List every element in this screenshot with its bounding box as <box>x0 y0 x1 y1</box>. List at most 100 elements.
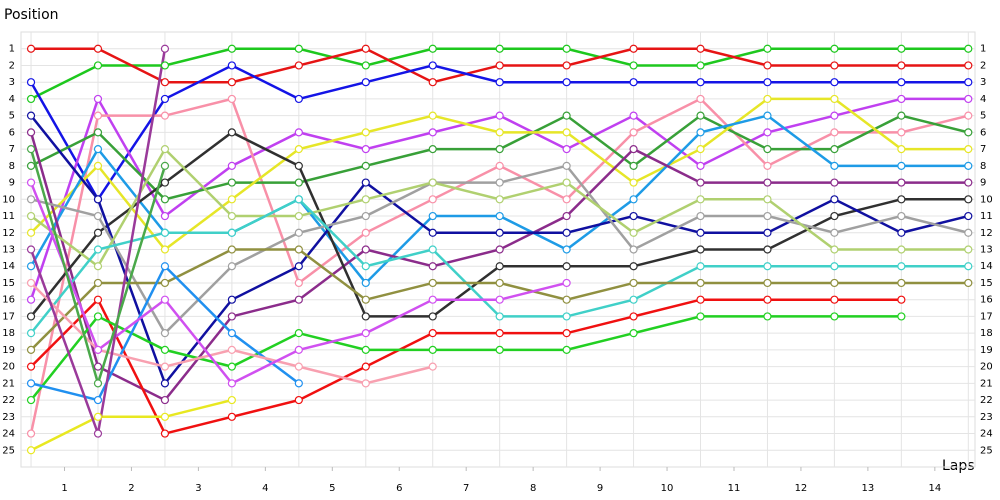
point <box>160 329 170 338</box>
point <box>562 295 571 304</box>
y-tick-label: 9 <box>9 178 15 189</box>
point <box>93 128 103 137</box>
point <box>160 295 170 304</box>
point <box>495 145 504 154</box>
point <box>361 78 370 87</box>
point <box>897 178 906 187</box>
series-line <box>30 398 233 452</box>
point <box>562 111 571 120</box>
y-tick-label: 19 <box>2 345 15 356</box>
point <box>160 429 170 438</box>
point <box>562 312 571 321</box>
point <box>830 211 839 221</box>
point <box>495 178 504 187</box>
point <box>93 412 103 421</box>
point <box>964 78 973 87</box>
point <box>696 312 705 321</box>
point <box>629 262 638 271</box>
point <box>227 345 236 354</box>
point <box>897 44 906 53</box>
y-tick-label: 20 <box>2 362 15 373</box>
point <box>428 262 437 271</box>
point <box>294 245 303 254</box>
point <box>830 111 839 120</box>
point <box>964 178 973 187</box>
point <box>294 228 303 237</box>
point <box>227 44 236 53</box>
point <box>26 195 36 204</box>
point <box>897 262 906 271</box>
point <box>495 245 504 254</box>
y-tick-label-right: 1 <box>980 44 986 55</box>
point <box>629 61 638 70</box>
point <box>696 44 705 53</box>
y-tick-label: 8 <box>9 161 15 172</box>
point <box>629 178 638 187</box>
point <box>629 295 638 304</box>
point <box>964 145 973 154</box>
y-tick-label-right: 3 <box>980 77 986 88</box>
point <box>26 446 36 455</box>
x-tick-label: 9 <box>597 483 603 494</box>
point <box>294 161 303 170</box>
y-tick-label-right: 14 <box>980 261 993 272</box>
point <box>227 262 236 271</box>
x-tick-label: 2 <box>128 483 134 494</box>
point <box>26 245 36 254</box>
point <box>830 295 839 304</box>
point <box>763 178 772 187</box>
point <box>562 345 571 354</box>
x-tick-label: 7 <box>463 483 469 494</box>
point <box>763 145 772 154</box>
y-tick-label-right: 5 <box>980 111 986 122</box>
point <box>227 61 236 70</box>
point <box>562 262 571 271</box>
point <box>93 228 103 237</box>
point <box>26 262 36 271</box>
point <box>227 78 236 87</box>
point <box>897 312 906 321</box>
point <box>562 161 571 170</box>
point <box>696 161 705 170</box>
point <box>227 211 236 221</box>
point <box>428 195 437 204</box>
point <box>428 228 437 237</box>
y-tick-label: 4 <box>9 94 15 105</box>
point <box>495 128 504 137</box>
point <box>26 178 36 187</box>
point <box>830 44 839 53</box>
point <box>93 295 103 304</box>
point <box>26 128 36 137</box>
point <box>93 312 103 321</box>
y-tick-label: 6 <box>9 127 15 138</box>
y-tick-label-right: 6 <box>980 127 986 138</box>
point <box>495 228 504 237</box>
point <box>160 61 170 70</box>
x-axis-title: Laps <box>942 458 975 474</box>
point <box>830 128 839 137</box>
point <box>160 211 170 221</box>
y-tick-label: 11 <box>2 211 15 222</box>
point <box>495 195 504 204</box>
point <box>830 178 839 187</box>
point <box>830 228 839 237</box>
point <box>897 245 906 254</box>
point <box>93 211 103 221</box>
point <box>160 412 170 421</box>
point <box>361 379 370 388</box>
point <box>897 94 906 104</box>
point <box>294 262 303 271</box>
point <box>428 145 437 154</box>
point <box>696 111 705 120</box>
point <box>26 379 36 388</box>
point <box>361 195 370 204</box>
point <box>562 329 571 338</box>
point <box>562 178 571 187</box>
point <box>495 211 504 221</box>
y-tick-label: 21 <box>2 378 15 389</box>
point <box>294 379 303 388</box>
point <box>562 195 571 204</box>
point <box>964 128 973 137</box>
point <box>227 128 236 137</box>
point <box>763 295 772 304</box>
